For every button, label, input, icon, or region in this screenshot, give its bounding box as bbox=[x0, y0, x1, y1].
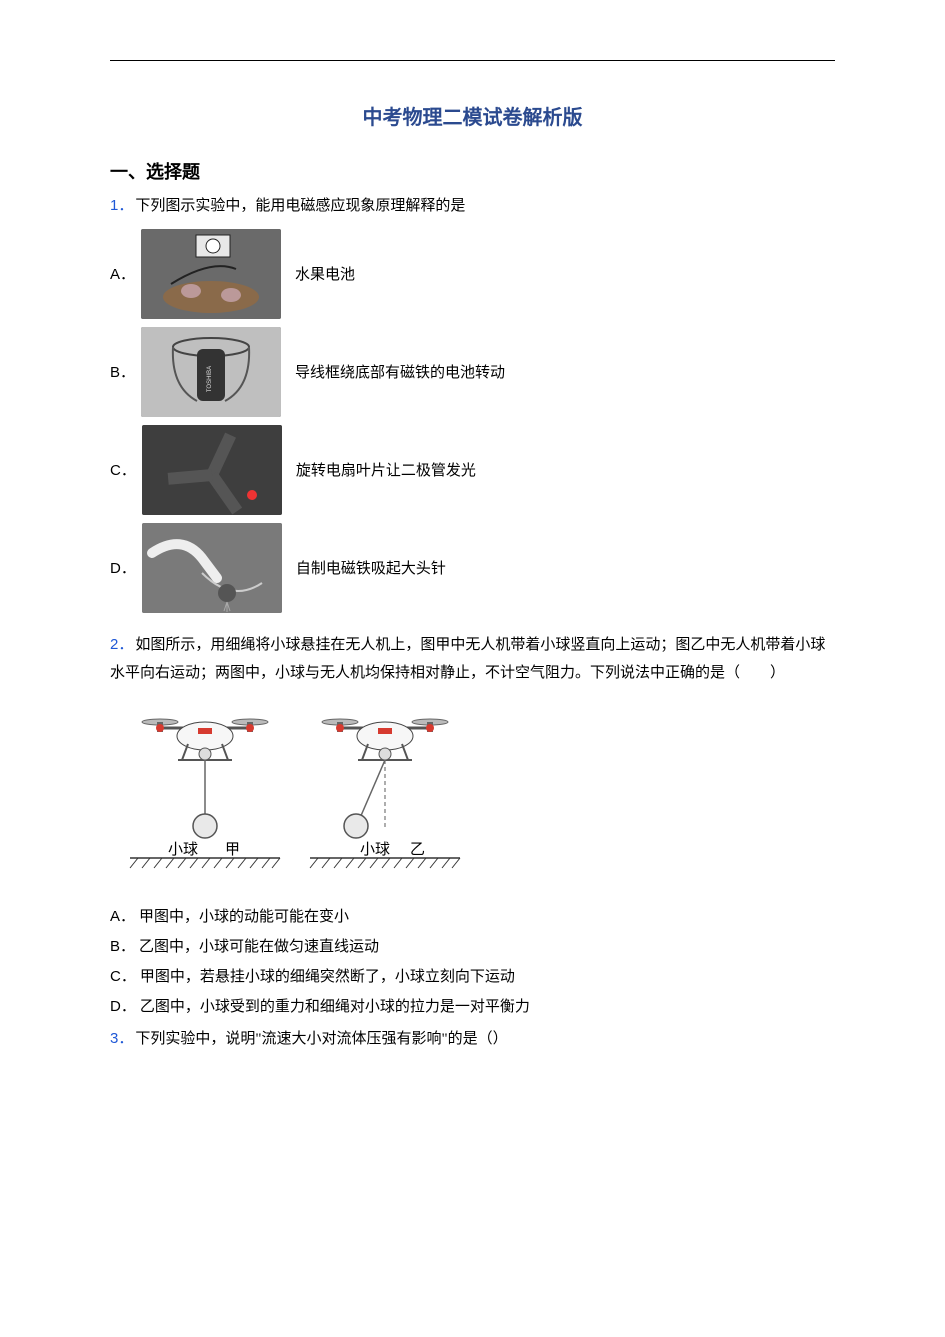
q3-number: 3． bbox=[110, 1030, 133, 1047]
q2-option-d-label: D． bbox=[110, 998, 136, 1015]
q1-option-a-text: 水果电池 bbox=[295, 263, 355, 284]
q1-stem: 1．下列图示实验中，能用电磁感应现象原理解释的是 bbox=[110, 192, 835, 221]
q2-option-b: B．乙图中，小球可能在做匀速直线运动 bbox=[110, 932, 835, 962]
document-title: 中考物理二模试卷解析版 bbox=[110, 101, 835, 130]
q1-number: 1． bbox=[110, 197, 133, 214]
q1-option-c-text: 旋转电扇叶片让二极管发光 bbox=[296, 459, 476, 480]
q2-option-c: C．甲图中，若悬挂小球的细绳突然断了，小球立刻向下运动 bbox=[110, 962, 835, 992]
document-page: 中考物理二模试卷解析版 一、选择题 1．下列图示实验中，能用电磁感应现象原理解释… bbox=[0, 0, 945, 1099]
section-1-header: 一、选择题 bbox=[110, 158, 835, 184]
q2-option-b-text: 乙图中，小球可能在做匀速直线运动 bbox=[139, 939, 379, 955]
top-rule bbox=[110, 60, 835, 61]
q1-option-c-image bbox=[142, 425, 282, 515]
q1-option-a-label: A． bbox=[110, 263, 135, 284]
svg-text:TOSHIBA: TOSHIBA bbox=[207, 365, 213, 391]
q1-option-b-text: 导线框绕底部有磁铁的电池转动 bbox=[295, 361, 505, 382]
q1-option-d-label: D． bbox=[110, 557, 136, 578]
q2-label-left-ball: 小球 bbox=[168, 841, 198, 858]
q2-stem: 2．如图所示，用细绳将小球悬挂在无人机上，图甲中无人机带着小球竖直向上运动；图乙… bbox=[110, 631, 835, 688]
q1-option-b-image: TOSHIBA bbox=[141, 327, 281, 417]
q1-stem-text: 下列图示实验中，能用电磁感应现象原理解释的是 bbox=[135, 198, 465, 214]
q1-option-d: D． 自制电磁铁吸起大头针 bbox=[110, 523, 835, 613]
q2-option-d: D．乙图中，小球受到的重力和细绳对小球的拉力是一对平衡力 bbox=[110, 992, 835, 1022]
q1-option-d-image bbox=[142, 523, 282, 613]
q1-option-b: B． TOSHIBA 导线框绕底部有磁铁的电池转动 bbox=[110, 327, 835, 417]
q2-option-a-text: 甲图中，小球的动能可能在变小 bbox=[139, 909, 349, 925]
q2-number: 2． bbox=[110, 636, 133, 653]
q2-option-a-label: A． bbox=[110, 908, 135, 925]
q2-figure: 小球 甲 bbox=[110, 698, 835, 888]
q2-label-right-yi: 乙 bbox=[410, 842, 425, 858]
q2-label-right-ball: 小球 bbox=[360, 841, 390, 858]
q2-option-b-label: B． bbox=[110, 938, 135, 955]
q1-option-c-label: C． bbox=[110, 459, 136, 480]
q1-option-d-text: 自制电磁铁吸起大头针 bbox=[296, 557, 446, 578]
q1-option-a: A． 水果电池 bbox=[110, 229, 835, 319]
q2-option-a: A．甲图中，小球的动能可能在变小 bbox=[110, 902, 835, 932]
q2-option-d-text: 乙图中，小球受到的重力和细绳对小球的拉力是一对平衡力 bbox=[140, 999, 530, 1015]
q1-option-c: C． 旋转电扇叶片让二极管发光 bbox=[110, 425, 835, 515]
q2-label-left-jia: 甲 bbox=[225, 842, 240, 858]
q2-stem-text: 如图所示，用细绳将小球悬挂在无人机上，图甲中无人机带着小球竖直向上运动；图乙中无… bbox=[110, 637, 825, 682]
q3-stem-text: 下列实验中，说明"流速大小对流体压强有影响"的是（） bbox=[135, 1031, 507, 1047]
q2-option-c-text: 甲图中，若悬挂小球的细绳突然断了，小球立刻向下运动 bbox=[140, 969, 515, 985]
q2-option-c-label: C． bbox=[110, 968, 136, 985]
q1-option-a-image bbox=[141, 229, 281, 319]
q3-stem: 3．下列实验中，说明"流速大小对流体压强有影响"的是（） bbox=[110, 1025, 835, 1054]
q1-option-b-label: B． bbox=[110, 361, 135, 382]
